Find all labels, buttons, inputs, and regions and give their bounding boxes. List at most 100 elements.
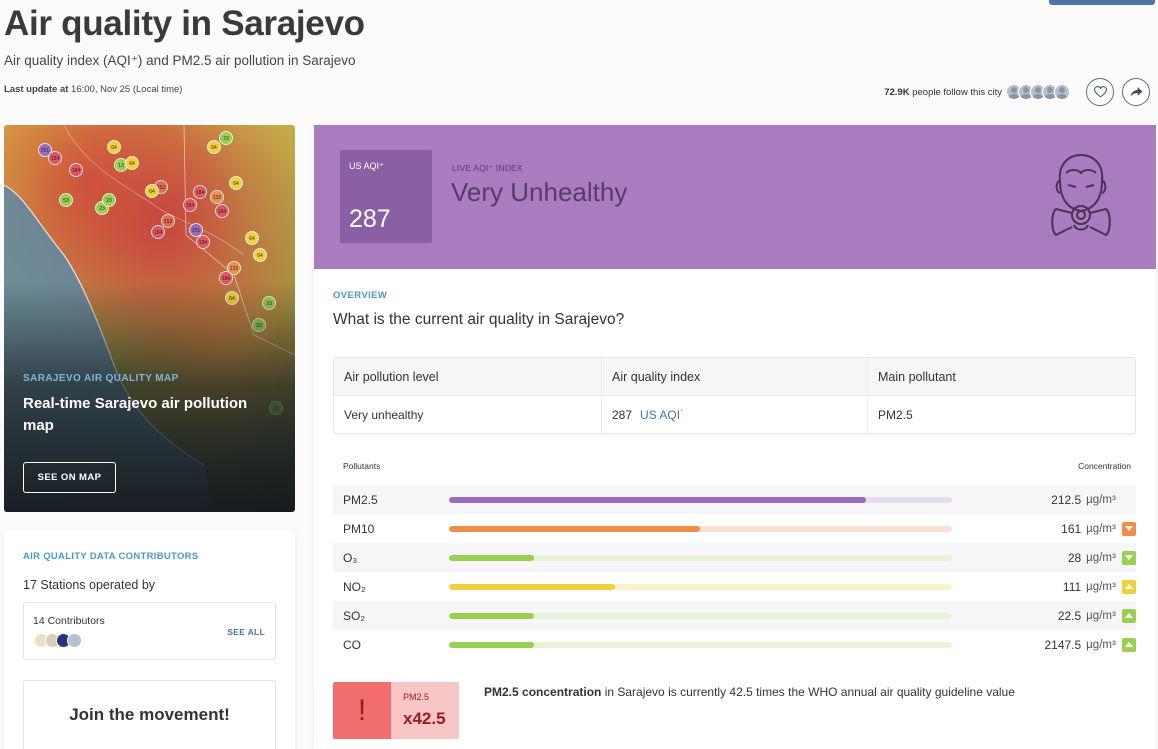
map-station-marker[interactable]: 152	[161, 214, 175, 228]
summary-index: 287 US AQI⁺	[602, 396, 868, 434]
trend-placeholder	[1122, 493, 1136, 507]
map-kicker: SARAJEVO AIR QUALITY MAP	[23, 373, 179, 384]
pollutant-bar	[448, 583, 952, 590]
map-station-marker[interactable]: 64	[107, 140, 121, 154]
map-station-marker[interactable]: 64	[125, 156, 139, 170]
map-station-marker[interactable]: 184	[193, 185, 207, 199]
us-aqi-link[interactable]: US AQI⁺	[640, 408, 684, 422]
page-subtitle: Air quality index (AQI⁺) and PM2.5 air p…	[4, 53, 356, 68]
svg-text:184: 184	[218, 209, 227, 215]
map-station-marker[interactable]: 53	[59, 193, 73, 207]
trend-up-icon	[1122, 608, 1136, 623]
aqi-value: 287	[349, 205, 391, 233]
summary-table: Air pollution level Air quality index Ma…	[333, 357, 1136, 434]
contributors-box[interactable]: 14 Contributors SEE ALL	[23, 602, 276, 660]
contributors-count: 14 Contributors	[33, 615, 105, 627]
avatar	[1054, 84, 1070, 100]
aqi-box: US AQI⁺ 287	[340, 150, 432, 243]
pollutant-value: 212.5	[1051, 492, 1082, 507]
who-multiplier-value: x42.5	[403, 709, 446, 728]
contributors-kicker: AIR QUALITY DATA CONTRIBUTORS	[23, 551, 199, 562]
contributor-logo	[67, 633, 82, 648]
pollutant-row: PM2.5 212.5 µg/m³	[333, 485, 1136, 514]
map-station-marker[interactable]: 201	[189, 223, 203, 237]
see-all-link[interactable]: SEE ALL	[227, 627, 265, 637]
svg-text:23: 23	[99, 206, 105, 212]
alert-icon: !	[333, 682, 391, 739]
join-box[interactable]: Join the movement!	[23, 680, 276, 749]
pollutant-name: NO₂	[343, 579, 366, 594]
map-station-marker[interactable]: 132	[227, 261, 241, 275]
pollutant-value: 111	[1062, 579, 1082, 594]
svg-text:184: 184	[199, 240, 208, 246]
svg-text:23: 23	[106, 198, 112, 204]
follow-button[interactable]	[1086, 78, 1114, 106]
map-station-marker[interactable]: 23	[102, 193, 116, 207]
pollutant-row: SO₂ 22.5 µg/m³	[333, 601, 1136, 630]
map-title: Real-time Sarajevo air pollution map	[23, 395, 248, 434]
map-station-marker[interactable]: 64	[207, 140, 221, 154]
svg-text:64: 64	[211, 145, 217, 151]
pollutant-row: O₃ 28 µg/m³	[333, 543, 1136, 572]
svg-text:201: 201	[41, 148, 50, 154]
pollutant-bar-fill	[448, 525, 701, 532]
map-station-marker[interactable]: 201	[38, 143, 52, 157]
svg-text:152: 152	[164, 219, 173, 225]
map-shade	[4, 282, 295, 512]
map-station-marker[interactable]: 184	[48, 151, 62, 165]
svg-text:53: 53	[63, 198, 69, 204]
trend-up-icon	[1122, 579, 1136, 594]
svg-text:184: 184	[186, 203, 195, 209]
share-button[interactable]	[1122, 78, 1150, 106]
summary-index-value: 287	[612, 408, 633, 422]
pollutant-row: NO₂ 111 µg/m³	[333, 572, 1136, 601]
aqi-banner: US AQI⁺ 287 LIVE AQI⁺ INDEX Very Unhealt…	[314, 125, 1156, 269]
map-station-marker[interactable]: 184	[69, 163, 83, 177]
join-title: Join the movement!	[69, 705, 230, 724]
pollutant-name: CO	[343, 637, 361, 652]
summary-header-row: Air pollution level Air quality index Ma…	[334, 358, 1135, 396]
pollutant-bar-fill	[448, 554, 535, 561]
map-station-marker[interactable]: 184	[151, 225, 165, 239]
map-station-marker[interactable]: 64	[229, 176, 243, 190]
top-nav-button[interactable]	[1049, 0, 1155, 5]
contributor-logos	[34, 633, 82, 648]
pollutant-bar	[448, 496, 952, 503]
svg-text:64: 64	[233, 181, 239, 187]
map-station-marker[interactable]: 23	[219, 131, 233, 145]
map-card[interactable]: 201 184 184 64 13 64 23 64 53 23 23 64 152 184 132 64 18…	[4, 125, 295, 512]
who-multiplier-box: PM2.5 x42.5	[391, 682, 459, 739]
map-station-marker[interactable]: 132	[210, 190, 224, 204]
pollutant-name: PM2.5	[343, 492, 378, 507]
map-station-marker[interactable]: 184	[183, 198, 197, 212]
last-update-label: Last update at	[4, 84, 69, 95]
map-station-marker[interactable]: 184	[215, 204, 229, 218]
svg-text:13: 13	[118, 163, 124, 169]
map-station-marker[interactable]: 184	[196, 235, 210, 249]
pollutant-unit: µg/m³	[1086, 522, 1116, 535]
svg-text:64: 64	[149, 189, 155, 195]
stations-count: 17 Stations operated by	[23, 578, 156, 592]
who-multiplier-badge: ! PM2.5 x42.5	[333, 682, 459, 739]
pollutant-bar	[448, 554, 952, 561]
summary-header-pollutant: Main pollutant	[878, 369, 956, 384]
map-station-marker[interactable]: 64	[245, 231, 259, 245]
who-multiplier-label: PM2.5	[403, 692, 430, 702]
last-update: Last update at 16:00, Nov 25 (Local time…	[4, 84, 182, 95]
svg-text:64: 64	[129, 161, 135, 167]
pollutant-row: PM10 161 µg/m³	[333, 514, 1136, 543]
pollutant-bar	[448, 612, 952, 619]
followers-text: 72.9K people follow this city	[884, 86, 1002, 98]
summary-main-pollutant: PM2.5	[878, 408, 913, 422]
map-station-marker[interactable]: 64	[253, 248, 267, 262]
overview-kicker: OVERVIEW	[333, 290, 388, 301]
pollutant-unit: µg/m³	[1086, 638, 1116, 651]
svg-text:64: 64	[111, 145, 117, 151]
pollutant-name: O₃	[343, 550, 358, 565]
map-station-marker[interactable]: 64	[145, 184, 159, 198]
pollutant-name: SO₂	[343, 608, 365, 623]
live-aqi-label: LIVE AQI⁺ INDEX	[452, 163, 523, 173]
pollutant-value: 2147.5	[1044, 637, 1082, 652]
see-on-map-button[interactable]: SEE ON MAP	[23, 462, 116, 493]
